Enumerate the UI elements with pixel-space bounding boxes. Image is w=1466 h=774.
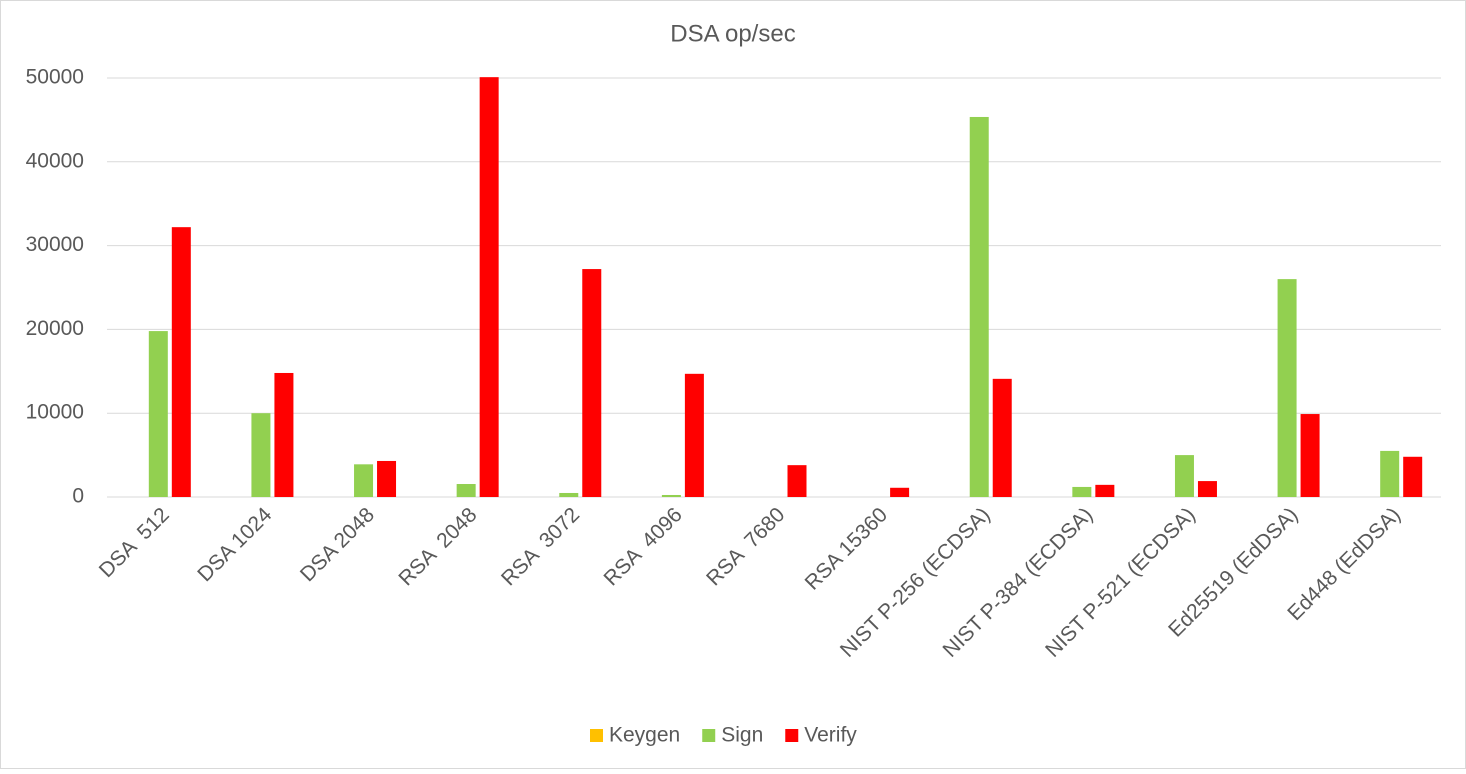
bar [1095,484,1115,497]
bar [1072,486,1092,497]
legend-label: Verify [804,724,857,747]
legend-label: Sign [721,724,763,747]
bar [1380,450,1400,497]
bar [479,77,499,498]
y-tick-label: 20000 [26,317,84,340]
bar [1174,455,1194,497]
bar [1403,456,1423,497]
legend-swatch [702,729,716,742]
y-tick-label: 0 [72,485,84,508]
bar [1300,414,1320,497]
legend-swatch [785,729,799,742]
bar [992,378,1012,497]
bar [1197,481,1217,497]
bar [559,492,579,497]
bar [1277,279,1297,497]
bar [456,484,476,497]
bar [274,372,294,497]
bar [171,227,191,497]
bar [582,269,602,497]
bar [377,460,397,497]
bar [684,373,704,497]
bar [251,413,271,497]
bar [787,465,807,497]
chart-title: DSA op/sec [670,20,795,47]
y-tick-label: 10000 [26,401,84,424]
bar [148,331,168,497]
y-tick-label: 40000 [26,149,84,172]
legend-swatch [590,729,603,742]
y-tick-label: 30000 [26,233,84,256]
bar [354,464,374,497]
bar [661,494,681,497]
y-tick-label: 50000 [26,66,84,89]
bar [969,116,989,497]
bar [890,487,910,497]
legend-label: Keygen [609,724,680,747]
